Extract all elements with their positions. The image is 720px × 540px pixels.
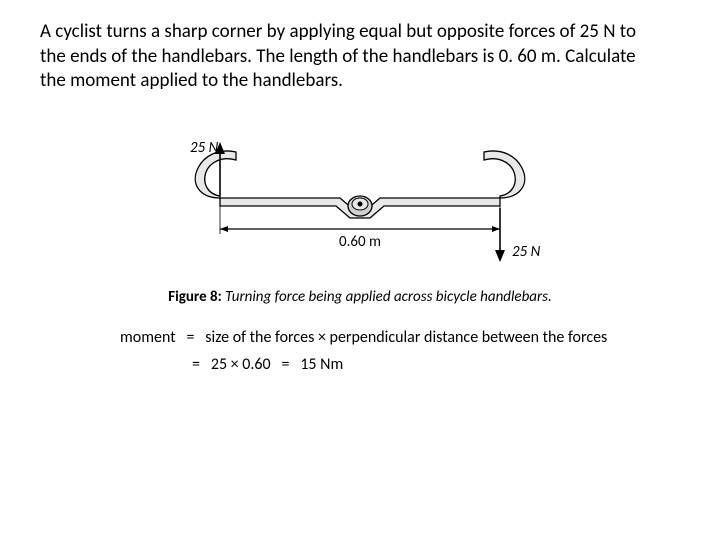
force-left-label: 25 N [190, 139, 219, 157]
eq-mid: 25 × 0.60 [211, 355, 271, 374]
figure-caption: Figure 8: Turning force being applied ac… [140, 288, 580, 306]
problem-statement: A cyclist turns a sharp corner by applyi… [40, 20, 660, 94]
caption-text: Turning force being applied across bicyc… [225, 288, 552, 306]
caption-label: Figure 8: [168, 288, 222, 306]
eq-sign-3: = [281, 355, 289, 374]
eq-sign-2: = [192, 355, 200, 374]
eq-result: 15 Nm [300, 355, 343, 374]
dimension-label: 0.60 m [339, 233, 381, 251]
eq-rhs: size of the forces × perpendicular dista… [205, 328, 607, 347]
force-arrow-right: 25 N [495, 208, 541, 262]
eq-sign: = [186, 328, 194, 347]
eq-lhs: moment [120, 328, 176, 347]
handlebar-shape [195, 151, 525, 218]
equation-block: moment = size of the forces × perpendicu… [120, 324, 680, 378]
equation-line-2: = 25 × 0.60 = 15 Nm [120, 351, 680, 378]
handlebar-diagram: 0.60 m 25 N 25 N [140, 134, 580, 284]
equation-line-1: moment = size of the forces × perpendicu… [120, 324, 680, 351]
figure-container: 0.60 m 25 N 25 N Figure 8: [140, 134, 580, 306]
force-right-label: 25 N [512, 243, 541, 261]
